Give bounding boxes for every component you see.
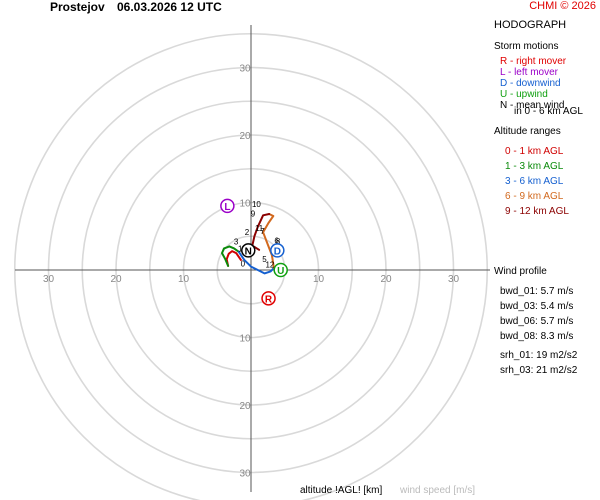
altitude-range-item: 6 - 9 km AGL — [505, 191, 564, 202]
storm-motion-item: L - left mover — [500, 67, 558, 78]
storm-marker-letter: U — [277, 266, 284, 277]
altitude-range-item: 0 - 1 km AGL — [505, 146, 564, 157]
helicity-value: srh_03: 21 m2/s2 — [500, 365, 578, 376]
altitude-label: 11 — [255, 224, 264, 233]
storm-marker-circle — [270, 243, 285, 258]
storm-marker-letter: D — [274, 246, 281, 257]
bulk-shear-value: bwd_03: 5.4 m/s — [500, 301, 574, 312]
hodograph-trace — [225, 250, 242, 267]
altitude-range-item: 1 - 3 km AGL — [505, 161, 564, 172]
storm-motion-item: in 0 - 6 km AGL — [514, 106, 583, 117]
storm-marker-D: D — [270, 243, 285, 258]
y-tick-label: 10 — [239, 334, 251, 345]
altitude-label: 7 — [260, 227, 265, 236]
storm-marker-letter: R — [265, 294, 273, 305]
helicity-value: srh_01: 19 m2/s2 — [500, 350, 578, 361]
storm-motion-item: D - downwind — [500, 78, 561, 89]
y-tick-label: 20 — [239, 131, 251, 142]
altitude-range-item: 9 - 12 km AGL — [505, 206, 569, 217]
storm-marker-N: N — [241, 243, 256, 258]
storm-motions-title: Storm motions — [494, 41, 559, 52]
wind-profile-title: Wind profile — [494, 266, 547, 277]
bulk-shear-value: bwd_06: 5.7 m/s — [500, 316, 574, 327]
storm-marker-letter: N — [245, 246, 252, 257]
x-tick-label: 20 — [380, 274, 392, 285]
y-tick-label: 20 — [239, 401, 251, 412]
y-tick-label: 30 — [239, 64, 251, 75]
hodograph-trace — [221, 245, 240, 267]
valid-time: 06.03.2026 12 UTC — [117, 0, 222, 14]
storm-marker-U: U — [273, 262, 288, 278]
altitude-label: 2 — [245, 228, 250, 237]
altitude-label: altitude !AGL! [km] — [300, 485, 383, 496]
station-name: Prostejov — [50, 0, 105, 14]
storm-marker-R: R — [261, 291, 276, 306]
storm-motion-item: U - upwind — [500, 89, 548, 100]
legend-title: HODOGRAPH — [494, 19, 567, 31]
storm-marker-L: L — [220, 198, 235, 214]
y-tick-label: 30 — [239, 469, 251, 480]
storm-motion-item: N - mean wind — [500, 100, 565, 111]
bulk-shear-value: bwd_01: 5.7 m/s — [500, 286, 574, 297]
storm-marker-circle — [273, 262, 288, 278]
y-tick-label: 10 — [239, 199, 251, 210]
altitude-label: 3 — [234, 238, 239, 247]
altitude-label: 9 — [251, 209, 256, 218]
axis-lines — [15, 25, 490, 492]
altitude-ranges-title: Altitude ranges — [494, 126, 561, 137]
x-tick-label: 30 — [43, 274, 55, 285]
altitude-label: 10 — [252, 200, 261, 209]
x-tick-label: 10 — [313, 274, 325, 285]
storm-marker-circle — [261, 291, 276, 306]
bulk-shear-value: bwd_08: 8.3 m/s — [500, 331, 574, 342]
x-tick-label: 10 — [178, 274, 190, 285]
storm-motion-item: R - right mover — [500, 56, 567, 67]
wind-speed-label: wind speed [m/s] — [400, 485, 476, 496]
x-tick-label: 20 — [110, 274, 122, 285]
x-tick-label: 30 — [448, 274, 460, 285]
storm-marker-circle — [241, 243, 256, 258]
altitude-label: 5 — [262, 255, 267, 264]
altitude-label: 6 — [274, 236, 279, 245]
storm-motion-markers: R L DU N — [220, 198, 288, 306]
hodograph-trace — [237, 250, 275, 275]
altitude-label: 1 — [238, 244, 243, 253]
altitude-range-item: 3 - 6 km AGL — [505, 176, 564, 187]
altitude-label: 8 — [276, 237, 281, 246]
credit-text: CHMI © 2026 — [529, 0, 596, 12]
altitude-label: 12 — [265, 261, 274, 270]
storm-marker-circle — [220, 198, 235, 214]
storm-marker-letter: L — [224, 202, 230, 213]
altitude-label: 0 — [241, 259, 246, 268]
